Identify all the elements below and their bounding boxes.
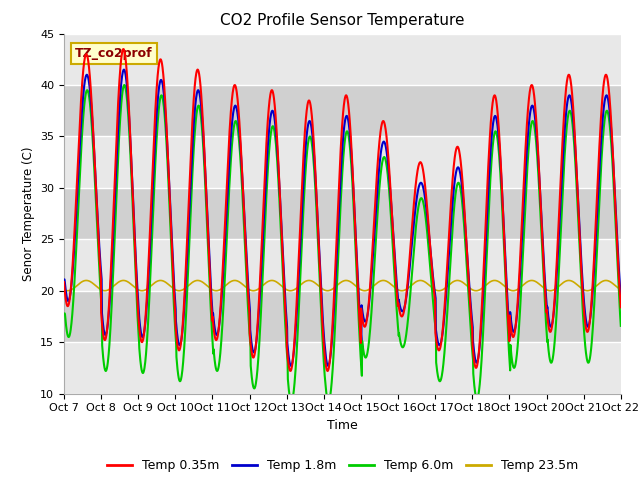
Temp 1.8m: [584, 324, 591, 329]
Bar: [64, 342, 621, 394]
Temp 6.0m: [617, 323, 625, 329]
Temp 1.8m: [505, 317, 513, 323]
Temp 6.0m: [505, 343, 513, 348]
Bar: [64, 85, 621, 136]
Temp 0.35m: [120, 46, 127, 52]
Temp 6.0m: [359, 345, 367, 350]
Temp 6.0m: [287, 399, 295, 405]
Temp 23.5m: [568, 278, 576, 284]
Temp 6.0m: [371, 252, 379, 258]
Y-axis label: Senor Temperature (C): Senor Temperature (C): [22, 146, 35, 281]
Temp 1.8m: [359, 312, 367, 318]
Temp 0.35m: [617, 304, 625, 310]
Temp 0.35m: [287, 368, 294, 374]
Temp 1.8m: [324, 363, 332, 369]
X-axis label: Time: Time: [327, 419, 358, 432]
Temp 6.0m: [120, 82, 128, 88]
Temp 0.35m: [371, 203, 379, 208]
Temp 1.8m: [617, 295, 625, 300]
Title: CO2 Profile Sensor Temperature: CO2 Profile Sensor Temperature: [220, 13, 465, 28]
Temp 23.5m: [287, 288, 294, 294]
Bar: [64, 188, 621, 240]
Bar: [64, 240, 621, 291]
Temp 1.8m: [216, 320, 223, 325]
Temp 23.5m: [617, 287, 625, 293]
Temp 1.8m: [120, 67, 127, 72]
Line: Temp 23.5m: Temp 23.5m: [64, 280, 621, 291]
Bar: [64, 136, 621, 188]
Temp 0.35m: [568, 91, 576, 96]
Temp 0.35m: [505, 327, 513, 333]
Temp 6.0m: [60, 311, 68, 316]
Temp 0.35m: [359, 319, 367, 325]
Temp 23.5m: [216, 287, 223, 293]
Temp 6.0m: [568, 117, 576, 123]
Temp 6.0m: [584, 359, 591, 364]
Temp 1.8m: [371, 221, 379, 227]
Temp 23.5m: [371, 282, 379, 288]
Legend: Temp 0.35m, Temp 1.8m, Temp 6.0m, Temp 23.5m: Temp 0.35m, Temp 1.8m, Temp 6.0m, Temp 2…: [102, 455, 583, 477]
Temp 23.5m: [505, 287, 513, 292]
Line: Temp 6.0m: Temp 6.0m: [64, 85, 621, 402]
Temp 6.0m: [216, 358, 223, 364]
Temp 1.8m: [60, 276, 68, 282]
Temp 23.5m: [584, 288, 591, 294]
Text: TZ_co2prof: TZ_co2prof: [75, 47, 153, 60]
Bar: [64, 34, 621, 85]
Temp 0.35m: [584, 329, 591, 335]
Line: Temp 0.35m: Temp 0.35m: [64, 49, 621, 371]
Temp 0.35m: [60, 279, 68, 285]
Temp 23.5m: [359, 288, 367, 293]
Line: Temp 1.8m: Temp 1.8m: [64, 70, 621, 366]
Temp 0.35m: [216, 318, 223, 324]
Temp 23.5m: [268, 277, 276, 283]
Temp 23.5m: [60, 287, 68, 293]
Bar: [64, 291, 621, 342]
Temp 1.8m: [568, 104, 576, 110]
